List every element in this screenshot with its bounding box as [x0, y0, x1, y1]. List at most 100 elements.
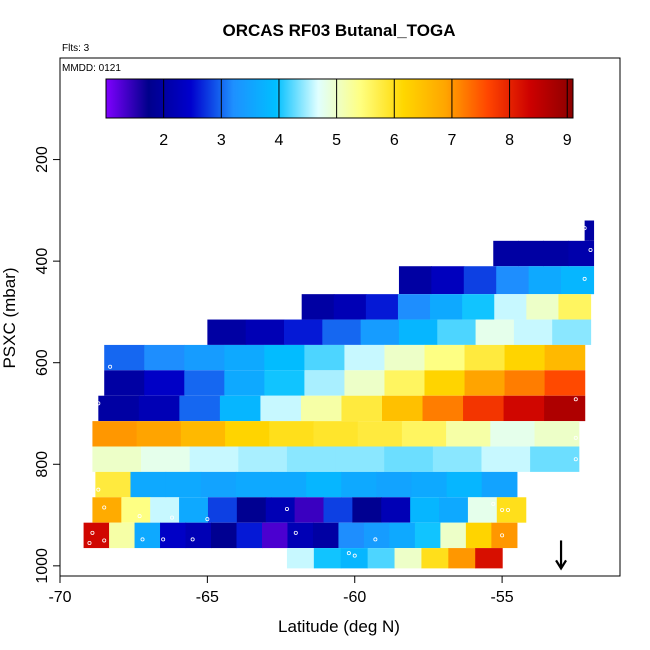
heatmap-cell	[410, 497, 440, 523]
heatmap-cell	[264, 370, 305, 396]
heatmap-cell	[236, 497, 267, 523]
heatmap-rows	[83, 220, 595, 569]
heatmap-cell	[475, 548, 503, 569]
heatmap-cell	[464, 370, 506, 396]
heatmap-cell	[134, 522, 161, 549]
heatmap-cell	[411, 471, 448, 498]
sample-point	[90, 530, 95, 535]
y-axis: 200 400 600 800 1000	[34, 146, 60, 584]
x-tick-label: -60	[343, 589, 366, 606]
heatmap-cell	[104, 370, 145, 396]
heatmap-cell	[294, 497, 325, 523]
sample-points	[87, 226, 593, 558]
heatmap-cell	[287, 522, 314, 549]
heatmap-cell	[534, 421, 580, 447]
heatmap-cell	[513, 319, 553, 345]
colorbar-tick-label: 4	[275, 132, 284, 149]
sample-point	[352, 553, 357, 558]
x-tick-label: -70	[48, 589, 71, 606]
heatmap-cell	[189, 446, 239, 472]
heatmap-cell	[414, 522, 441, 549]
heatmap-cell	[304, 370, 346, 396]
heatmap-cell	[381, 497, 411, 523]
heatmap-cell	[180, 421, 226, 447]
direction-arrow	[555, 540, 567, 571]
colorbar-gradient	[105, 78, 574, 119]
x-tick-label: -55	[491, 589, 514, 606]
heatmap-cell	[341, 395, 383, 422]
heatmap-cell	[269, 421, 315, 447]
heatmap-cell	[224, 344, 265, 371]
heatmap-cell	[464, 344, 506, 371]
heatmap-cell	[207, 497, 238, 523]
heatmap-cell	[504, 344, 546, 371]
heatmap-cell	[496, 497, 527, 523]
sample-point	[140, 537, 145, 542]
heatmap-cell	[446, 421, 491, 447]
heatmap-cell	[589, 220, 595, 241]
heatmap-cell	[340, 548, 369, 569]
heatmap-cell	[424, 344, 466, 371]
y-tick-label: 1000	[34, 548, 51, 584]
heatmap-cell	[304, 344, 346, 371]
heatmap-cell	[376, 471, 413, 498]
heatmap-cell	[432, 446, 483, 472]
heatmap-cell	[301, 294, 335, 320]
x-axis: -70 -65 -60 -55	[48, 576, 514, 606]
heatmap-cell	[526, 294, 560, 320]
heatmap-cell	[528, 266, 562, 295]
heatmap-cell	[503, 395, 545, 422]
heatmap-cell	[357, 421, 403, 447]
heatmap-cell	[211, 522, 238, 549]
heatmap-cell	[439, 497, 469, 523]
heatmap-cell	[144, 370, 185, 396]
sample-point	[108, 364, 113, 369]
heatmap-cell	[219, 395, 262, 422]
heatmap-cell	[481, 471, 518, 498]
heatmap-cell	[150, 497, 180, 523]
heatmap-cell	[491, 522, 518, 549]
heatmap-cell	[430, 294, 463, 320]
y-tick-label: 800	[34, 451, 51, 478]
heatmap-cell	[398, 266, 432, 295]
heatmap-cell	[518, 240, 544, 267]
heatmap-cell	[104, 344, 145, 371]
heatmap-cell	[462, 294, 495, 320]
sample-point	[137, 514, 142, 519]
sample-point	[102, 505, 107, 510]
heatmap-cell	[398, 319, 438, 345]
sample-point	[169, 515, 174, 520]
heatmap-cell	[446, 471, 483, 498]
sample-point	[96, 401, 101, 406]
heatmap-cell	[335, 446, 385, 472]
heatmap-cell	[144, 344, 185, 371]
sample-point	[588, 247, 593, 252]
heatmap-cell	[448, 548, 476, 569]
heatmap-cell	[95, 471, 132, 498]
heatmap-cell	[141, 446, 191, 472]
heatmap-cell	[235, 471, 272, 498]
heatmap-cell	[286, 446, 337, 472]
heatmap-cell	[389, 522, 416, 549]
sample-point	[190, 537, 195, 542]
sample-point	[373, 537, 378, 542]
heatmap-cell	[494, 294, 527, 320]
sample-point	[102, 538, 107, 543]
chart-title: ORCAS RF03 Butanal_TOGA	[222, 21, 455, 40]
heatmap-cell	[333, 294, 367, 320]
heatmap-cell	[552, 319, 592, 345]
heatmap-cell	[437, 319, 477, 345]
heatmap-cell	[236, 522, 263, 549]
heatmap-cell	[165, 471, 202, 498]
sample-point	[573, 397, 578, 402]
heatmap-cell	[431, 266, 465, 295]
heatmap-cell	[363, 522, 391, 549]
heatmap-cell	[543, 240, 570, 267]
y-tick-label: 200	[34, 146, 51, 173]
heatmap-cell	[384, 370, 426, 396]
heatmap-cell	[92, 421, 138, 447]
heatmap-cell	[360, 319, 400, 345]
heatmap-cell	[313, 548, 342, 569]
heatmap-cell	[109, 522, 136, 549]
heatmap-cell	[544, 395, 586, 422]
